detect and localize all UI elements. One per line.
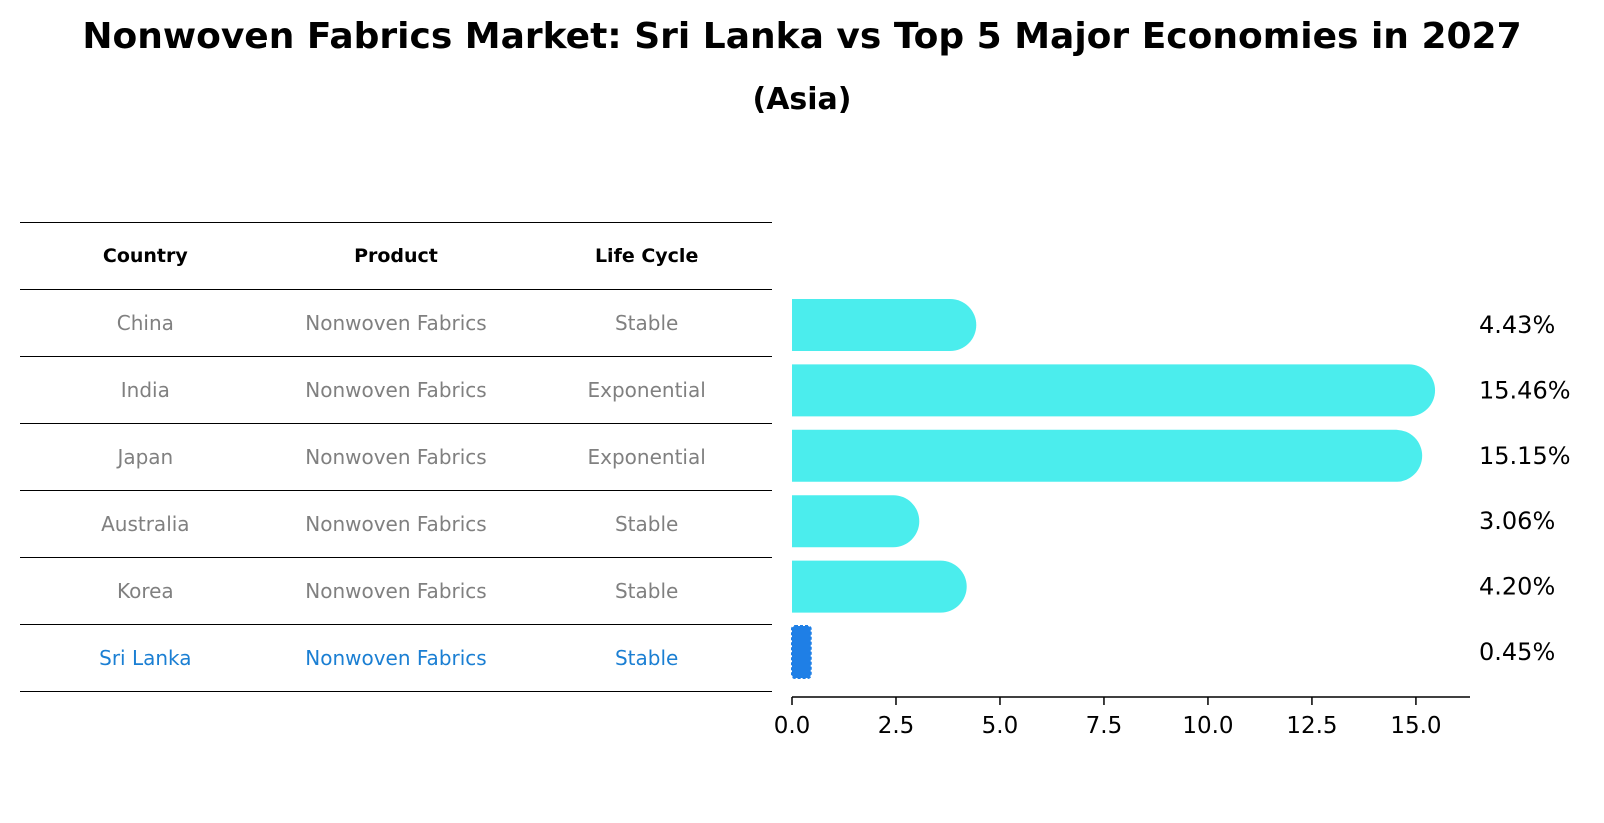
bar-korea <box>792 560 967 613</box>
cell-country: Sri Lanka <box>20 624 271 692</box>
cell-product: Nonwoven Fabrics <box>270 557 522 625</box>
value-label: 15.46% <box>1479 376 1571 404</box>
x-tick-label: 2.5 <box>878 713 915 739</box>
country-table: Country Product Life Cycle China Nonwove… <box>20 222 772 692</box>
cell-country: China <box>20 289 271 357</box>
header-life-cycle: Life Cycle <box>521 222 772 290</box>
table-row: Korea Nonwoven Fabrics Stable <box>20 557 772 625</box>
value-label: 15.15% <box>1479 442 1571 470</box>
chart-title: Nonwoven Fabrics Market: Sri Lanka vs To… <box>82 16 1522 57</box>
x-tick-label: 10.0 <box>1182 713 1233 739</box>
bar-australia <box>792 495 920 548</box>
x-tick-label: 5.0 <box>982 713 1019 739</box>
table-header-row: Country Product Life Cycle <box>20 222 772 290</box>
table-row-highlight: Sri Lanka Nonwoven Fabrics Stable <box>20 624 772 692</box>
table-row: China Nonwoven Fabrics Stable <box>20 289 772 357</box>
bar-sri-lanka <box>791 625 812 679</box>
data-table: Country Product Life Cycle China Nonwove… <box>20 222 772 692</box>
value-label: 4.20% <box>1479 573 1555 601</box>
chart-subtitle: (Asia) <box>752 82 852 117</box>
cell-country: Japan <box>20 423 271 491</box>
header-product: Product <box>270 222 522 290</box>
x-tick-label: 12.5 <box>1286 713 1337 739</box>
cell-life-cycle: Exponential <box>521 423 772 491</box>
cell-life-cycle: Stable <box>521 289 772 357</box>
bar-india <box>792 364 1436 417</box>
table-row: Australia Nonwoven Fabrics Stable <box>20 490 772 558</box>
cell-life-cycle: Exponential <box>521 356 772 424</box>
cell-product: Nonwoven Fabrics <box>270 356 522 424</box>
x-tick-label: 0.0 <box>774 713 811 739</box>
cell-product: Nonwoven Fabrics <box>270 423 522 491</box>
cell-life-cycle: Stable <box>521 557 772 625</box>
cell-product: Nonwoven Fabrics <box>270 289 522 357</box>
cell-life-cycle: Stable <box>521 490 772 558</box>
value-label: 4.43% <box>1479 311 1555 339</box>
value-label: 3.06% <box>1479 507 1555 535</box>
cell-country: Korea <box>20 557 271 625</box>
header-country: Country <box>20 222 271 290</box>
x-tick-label: 7.5 <box>1086 713 1123 739</box>
cell-life-cycle: Stable <box>521 624 772 692</box>
x-tick-label: 15.0 <box>1390 713 1441 739</box>
cell-country: Australia <box>20 490 271 558</box>
cell-country: India <box>20 356 271 424</box>
bar-china <box>792 299 977 351</box>
cell-product: Nonwoven Fabrics <box>270 624 522 692</box>
value-label: 0.45% <box>1479 638 1555 666</box>
table-row: Japan Nonwoven Fabrics Exponential <box>20 423 772 491</box>
table-row: India Nonwoven Fabrics Exponential <box>20 356 772 424</box>
bar-japan <box>792 429 1423 482</box>
cell-product: Nonwoven Fabrics <box>270 490 522 558</box>
